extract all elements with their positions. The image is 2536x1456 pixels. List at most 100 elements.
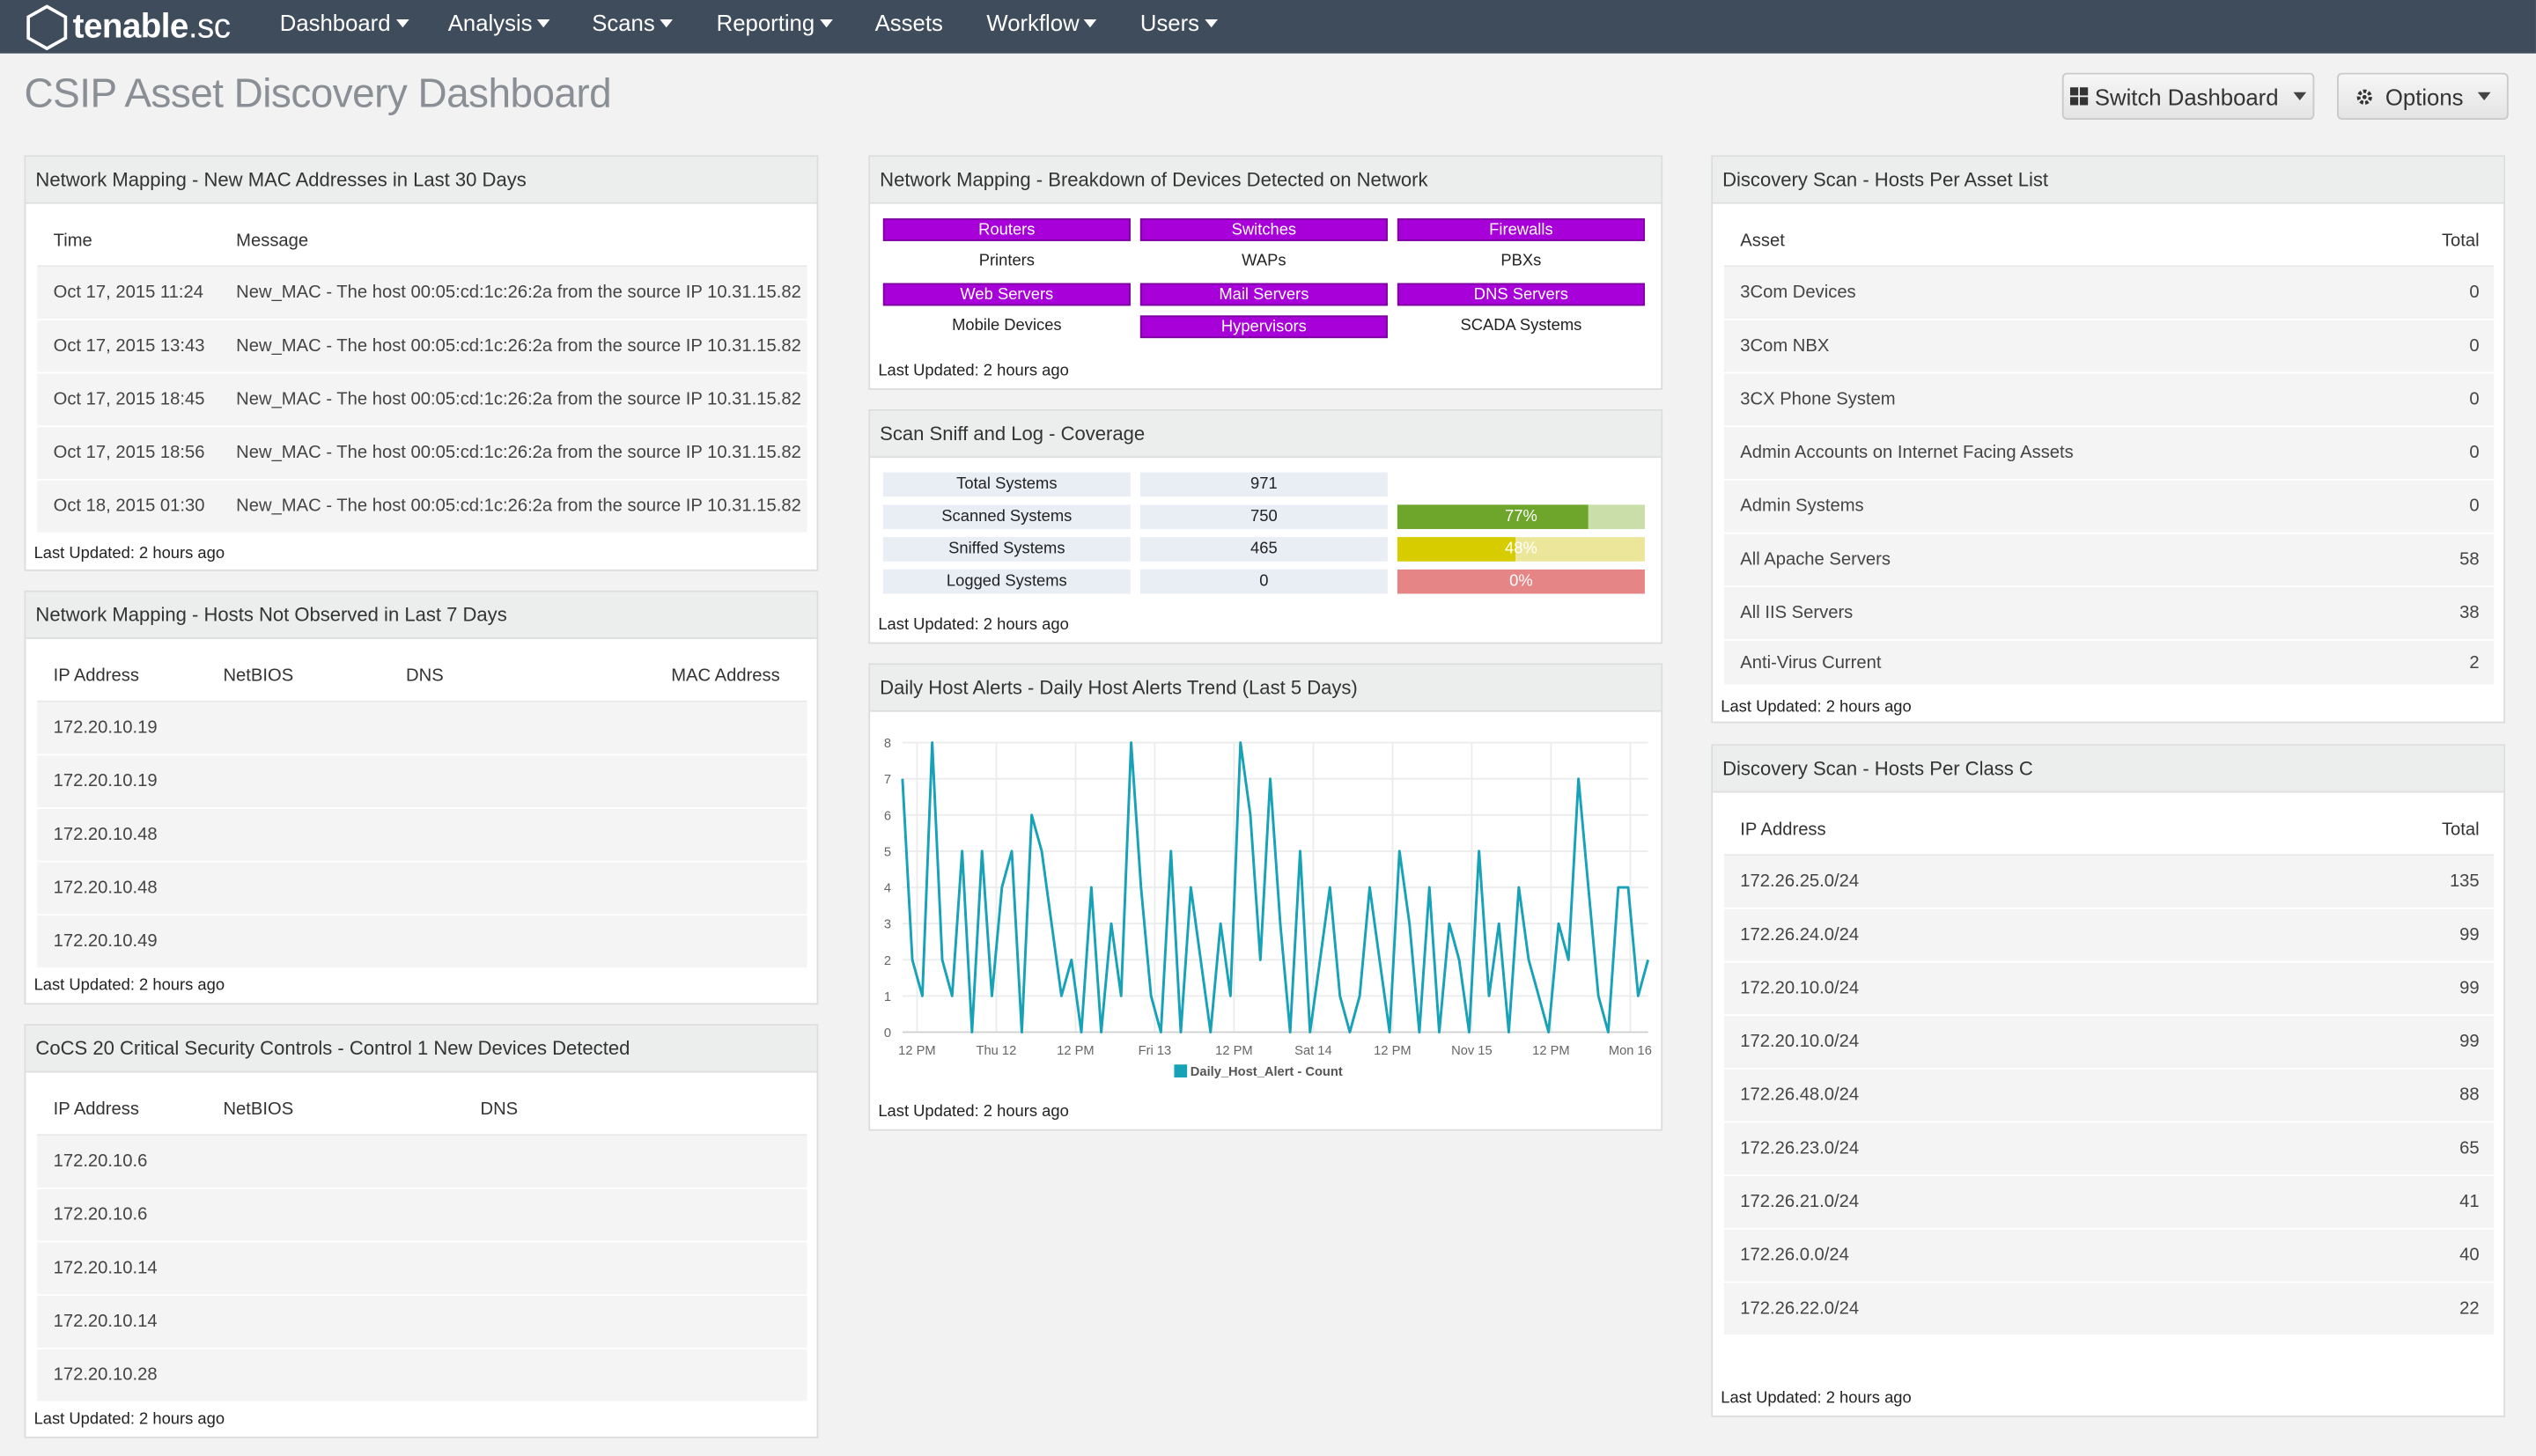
last-updated: Last Updated: 2 hours ago <box>33 1410 225 1429</box>
table-row[interactable]: 3CX Phone System 0 <box>1723 373 2495 428</box>
panel-hosts-not-observed: Network Mapping - Hosts Not Observed in … <box>24 590 819 1005</box>
tenable-logo[interactable]: tenable.sc <box>26 4 231 50</box>
panel-title: Daily Host Alerts - Daily Host Alerts Tr… <box>870 665 1662 712</box>
table-row[interactable]: 3Com Devices 0 <box>1723 267 2495 320</box>
table-row[interactable]: 172.26.22.0/24 22 <box>1723 1283 2495 1337</box>
nav-dashboard[interactable]: Dashboard <box>280 0 409 54</box>
panel-new-mac-addresses: Network Mapping - New MAC Addresses in L… <box>24 155 819 571</box>
hexagon-logo-icon <box>26 4 68 50</box>
table-row[interactable]: 172.20.10.49 <box>37 916 807 969</box>
matrix-cell-switches[interactable]: Switches <box>1139 218 1388 241</box>
table-header: IP Address NetBIOS DNS MAC Address <box>37 651 807 702</box>
matrix-cell-dns-servers[interactable]: DNS Servers <box>1397 283 1645 306</box>
coverage-row: Total Systems 971 <box>882 472 1648 497</box>
panel-title: Network Mapping - Breakdown of Devices D… <box>870 157 1662 204</box>
x-tick-label: 12 PM <box>1532 1044 1569 1058</box>
nav-analysis[interactable]: Analysis <box>448 0 550 54</box>
switch-dashboard-button[interactable]: Switch Dashboard <box>2061 72 2315 120</box>
panel-title: Discovery Scan - Hosts Per Class C <box>1713 746 2504 793</box>
table-row[interactable]: 172.20.10.14 <box>37 1296 807 1349</box>
matrix-cell-mobile-devices[interactable]: Mobile Devices <box>952 317 1062 335</box>
table-row[interactable]: 3Com NBX 0 <box>1723 320 2495 374</box>
x-tick-label: 12 PM <box>1374 1044 1411 1058</box>
table-row[interactable]: Admin Accounts on Internet Facing Assets… <box>1723 427 2495 481</box>
coverage-row: Scanned Systems 750 77% <box>882 504 1648 529</box>
caret-down-icon <box>819 19 833 28</box>
table-row[interactable]: 172.20.10.6 <box>37 1136 807 1189</box>
table-row[interactable]: All IIS Servers 38 <box>1723 587 2495 641</box>
matrix-cell-firewalls[interactable]: Firewalls <box>1397 218 1645 241</box>
x-tick-label: Fri 13 <box>1139 1044 1172 1058</box>
table-row[interactable]: 172.26.25.0/24 135 <box>1723 856 2495 909</box>
matrix-cell-hypervisors[interactable]: Hypervisors <box>1139 315 1388 339</box>
x-tick-label: 12 PM <box>1057 1044 1094 1058</box>
coverage-bar-sniffed[interactable]: 48% <box>1397 537 1645 562</box>
table-row[interactable]: Oct 17, 2015 18:45 New_MAC - The host 00:… <box>37 373 807 428</box>
x-tick-label: Mon 16 <box>1609 1044 1652 1058</box>
table-row[interactable]: 172.20.10.0/24 99 <box>1723 962 2495 1017</box>
coverage-bar-logged[interactable]: 0% <box>1397 569 1645 594</box>
table-row[interactable]: 172.20.10.28 <box>37 1349 807 1403</box>
matrix-cell-scada-systems[interactable]: SCADA Systems <box>1460 317 1582 335</box>
options-button[interactable]: Options <box>2337 72 2509 120</box>
daily-host-alerts-chart[interactable]: 0 1 2 3 4 5 6 7 8 12 PM Thu 12 12 PM Fri 13 12 PM Sat … <box>870 726 1661 1099</box>
panel-title: CoCS 20 Critical Security Controls - Con… <box>26 1026 817 1073</box>
caret-down-icon <box>2478 92 2491 100</box>
table-header: Asset Total <box>1723 215 2495 268</box>
table-row[interactable]: Oct 17, 2015 18:56 New_MAC - The host 00:… <box>37 427 807 481</box>
table-header: IP Address Total <box>1723 804 2495 857</box>
table-header: Time Message <box>37 215 807 268</box>
top-navbar: tenable.sc Dashboard Analysis Scans Repo… <box>0 0 2536 54</box>
table-row[interactable]: 172.20.10.14 <box>37 1242 807 1297</box>
panel-coverage: Scan Sniff and Log - Coverage Total Syst… <box>868 408 1663 644</box>
table-row[interactable]: All Apache Servers 58 <box>1723 533 2495 588</box>
page-title: CSIP Asset Discovery Dashboard <box>24 70 612 117</box>
table-row[interactable]: 172.20.10.48 <box>37 808 807 863</box>
last-updated: Last Updated: 2 hours ago <box>1721 1389 1912 1408</box>
matrix-cell-pbxs[interactable]: PBXs <box>1500 252 1542 270</box>
table-row[interactable]: Oct 17, 2015 13:43 New_MAC - The host 00:… <box>37 320 807 374</box>
panel-title: Discovery Scan - Hosts Per Asset List <box>1713 157 2504 204</box>
table-row[interactable]: 172.26.0.0/24 40 <box>1723 1229 2495 1283</box>
coverage-row: Sniffed Systems 465 48% <box>882 537 1648 562</box>
nav-workflow[interactable]: Workflow <box>986 0 1097 54</box>
table-row[interactable]: 172.26.24.0/24 99 <box>1723 908 2495 963</box>
coverage-bar-scanned[interactable]: 77% <box>1397 504 1645 529</box>
y-tick-label: 0 <box>884 1026 891 1041</box>
table-row[interactable]: 172.26.21.0/24 41 <box>1723 1176 2495 1230</box>
device-matrix: Routers Switches Firewalls Printers WAPs… <box>882 218 1648 339</box>
table-row[interactable]: 172.20.10.19 <box>37 702 807 756</box>
table-row[interactable]: 172.26.23.0/24 65 <box>1723 1122 2495 1177</box>
table-row[interactable]: Anti-Virus Current 2 <box>1723 640 2495 687</box>
table-row[interactable]: 172.20.10.48 <box>37 862 807 916</box>
table-row[interactable]: 172.26.48.0/24 88 <box>1723 1069 2495 1123</box>
caret-down-icon <box>2293 92 2306 100</box>
matrix-cell-printers[interactable]: Printers <box>978 252 1035 270</box>
matrix-cell-web-servers[interactable]: Web Servers <box>882 283 1131 306</box>
panel-cocs-new-devices: CoCS 20 Critical Security Controls - Con… <box>24 1024 819 1438</box>
nav-reporting[interactable]: Reporting <box>717 0 833 54</box>
table-row[interactable]: 172.20.10.6 <box>37 1188 807 1243</box>
caret-down-icon <box>1204 19 1218 28</box>
grid-icon <box>2070 87 2089 106</box>
matrix-cell-mail-servers[interactable]: Mail Servers <box>1139 283 1388 306</box>
matrix-cell-waps[interactable]: WAPs <box>1242 252 1286 270</box>
table-row[interactable]: Oct 17, 2015 11:24 New_MAC - The host 00:… <box>37 267 807 320</box>
caret-down-icon <box>395 19 409 28</box>
table-row[interactable]: 172.20.10.0/24 99 <box>1723 1016 2495 1070</box>
table-row[interactable]: Admin Systems 0 <box>1723 480 2495 534</box>
table-row[interactable]: 172.20.10.19 <box>37 755 807 809</box>
panel-title: Network Mapping - Hosts Not Observed in … <box>26 592 817 639</box>
y-tick-label: 6 <box>884 809 891 823</box>
panel-daily-host-alerts: Daily Host Alerts - Daily Host Alerts Tr… <box>868 663 1663 1131</box>
matrix-cell-routers[interactable]: Routers <box>882 218 1131 241</box>
y-tick-label: 3 <box>884 918 891 932</box>
panel-device-breakdown: Network Mapping - Breakdown of Devices D… <box>868 155 1663 390</box>
nav-scans[interactable]: Scans <box>592 0 673 54</box>
nav-users[interactable]: Users <box>1140 0 1218 54</box>
y-tick-label: 7 <box>884 773 891 787</box>
table-row[interactable]: Oct 18, 2015 01:30 New_MAC - The host 00:… <box>37 480 807 534</box>
nav-assets[interactable]: Assets <box>874 10 943 36</box>
asset-list-table: Asset Total 3Com Devices 0 3Com NBX 0 3CX … <box>1723 215 2495 687</box>
